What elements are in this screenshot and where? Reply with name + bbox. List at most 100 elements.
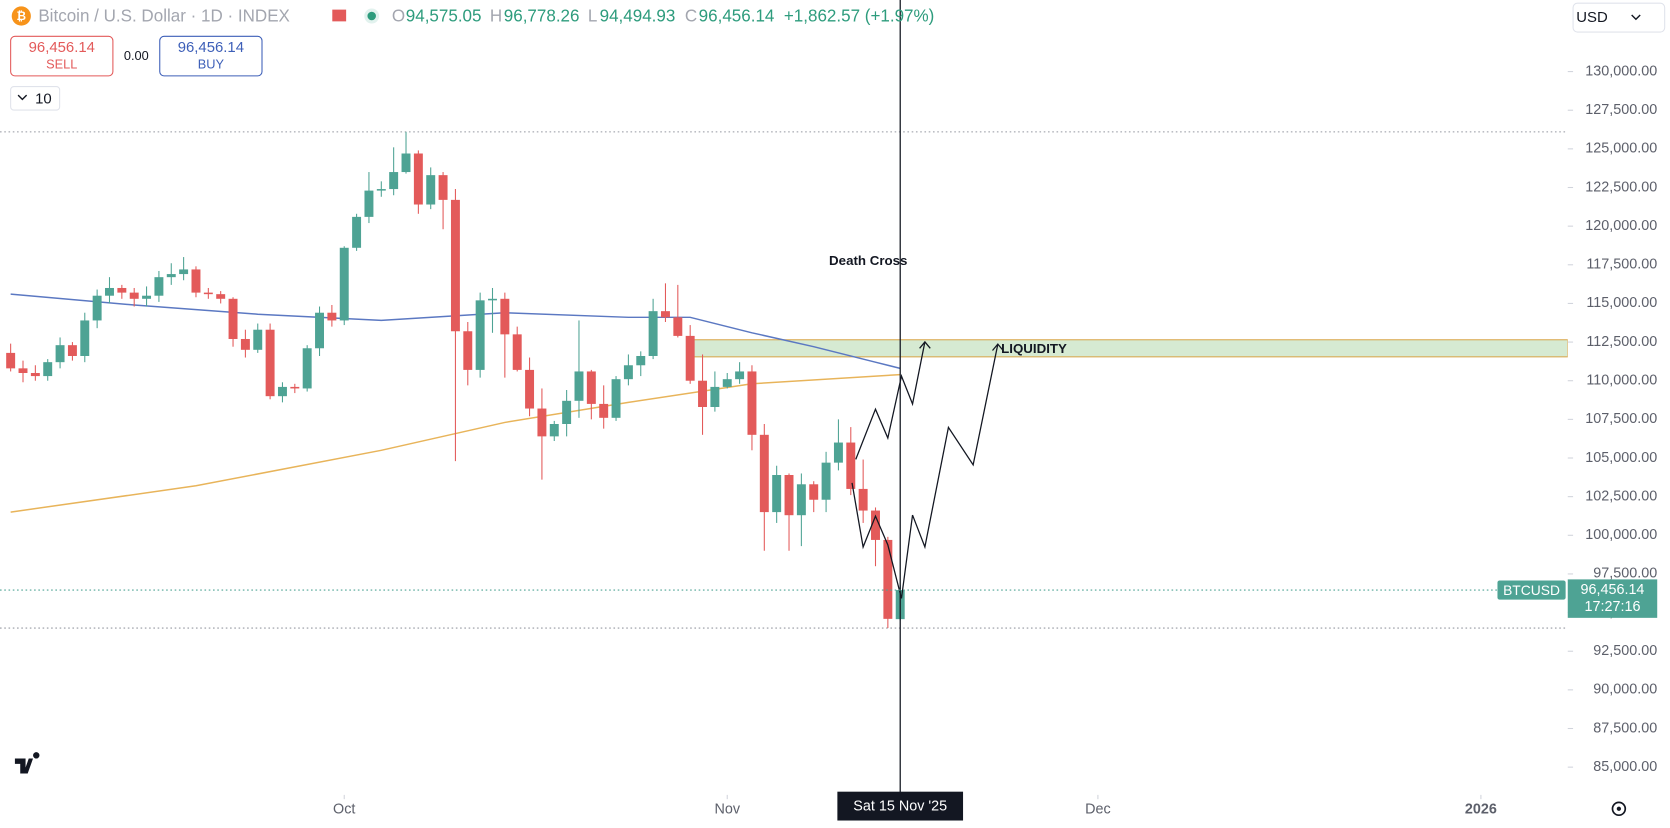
candle-body — [216, 294, 226, 299]
y-tick-label: 90,000.00 — [1593, 682, 1657, 698]
quantity-box[interactable] — [10, 86, 61, 111]
candle-body — [413, 153, 423, 205]
y-tick-label: 125,000.00 — [1585, 141, 1657, 157]
crosshair-label: Sat 15 Nov '25 — [853, 798, 947, 814]
ohlc-label: C — [685, 7, 697, 26]
axis-labels: 85,000.0087,500.0090,000.0092,500.0095,0… — [333, 63, 1658, 821]
candle-body — [698, 380, 708, 407]
candle-body — [240, 338, 250, 350]
candle-body — [648, 311, 658, 356]
projection — [851, 343, 999, 599]
sell-label[interactable]: SELL — [46, 57, 77, 72]
candle-body — [389, 172, 399, 190]
candle-body — [488, 298, 497, 301]
annotation: Death Cross — [829, 253, 907, 268]
y-tick-label: 107,500.00 — [1585, 411, 1657, 427]
candle-body — [203, 292, 213, 295]
candle-body — [253, 329, 263, 350]
y-tick-label: 127,500.00 — [1585, 102, 1657, 118]
y-tick-label: 130,000.00 — [1585, 63, 1657, 79]
candle-body — [722, 379, 732, 387]
y-tick-label: 92,500.00 — [1593, 643, 1657, 659]
sell-button[interactable] — [10, 35, 114, 77]
buy-price[interactable]: 96,456.14 — [178, 39, 244, 56]
candle-body — [710, 386, 720, 407]
candle-body — [574, 371, 584, 401]
x-tick-label: Nov — [714, 802, 740, 818]
y-tick-label: 87,500.00 — [1593, 720, 1657, 736]
chevron — [1631, 14, 1641, 21]
tv-logo — [14, 752, 40, 774]
symbol: Bitcoin / U.S. Dollar · 1D · INDEX — [38, 7, 290, 26]
y-tick-label: 105,000.00 — [1585, 450, 1657, 466]
candle-body — [55, 345, 65, 363]
x-tick-label: Dec — [1085, 802, 1111, 818]
symbol-tag-bg — [1497, 580, 1566, 600]
projection — [855, 341, 926, 460]
spread: 0.00 — [124, 48, 149, 63]
zone-label: LIQUIDITY — [1001, 341, 1067, 356]
ohlc-value: 94,494.93 — [600, 7, 676, 26]
candle-body — [129, 292, 139, 299]
currency-select[interactable] — [1572, 2, 1666, 33]
candle-body — [191, 269, 201, 293]
candle-body — [339, 247, 349, 321]
buy-button[interactable] — [159, 35, 263, 77]
candle-body — [426, 175, 436, 205]
settings[interactable] — [1611, 801, 1627, 817]
candle-body — [352, 216, 362, 248]
quantity[interactable]: 10 — [35, 90, 52, 107]
candle-body — [364, 190, 374, 217]
candle-body — [18, 368, 28, 373]
x-tick-label: Oct — [333, 802, 355, 818]
candle-body — [636, 355, 646, 366]
candle-body — [142, 295, 152, 299]
ohlc-value: 96,778.26 — [504, 7, 580, 26]
y-tick-label: 97,500.00 — [1593, 566, 1657, 582]
crosshair-badge — [837, 791, 964, 821]
btc-logo-glyph: ₿ — [17, 10, 27, 23]
arrow-head — [992, 343, 1004, 351]
btc-logo — [11, 6, 31, 26]
candle-body — [228, 298, 238, 339]
candle-body — [117, 287, 127, 293]
candle-body — [290, 386, 300, 389]
candle-body — [833, 442, 843, 463]
sell-price[interactable]: 96,456.14 — [29, 39, 95, 56]
candle-body — [623, 365, 633, 380]
candle-body — [30, 372, 40, 377]
candle-body — [92, 295, 102, 321]
ohlc-label: L — [588, 7, 597, 26]
candle-body — [6, 352, 16, 369]
price-badge-price: 96,456.14 — [1581, 582, 1645, 598]
candle-body — [685, 335, 695, 381]
status-dot — [367, 11, 376, 21]
candle-body — [450, 199, 460, 332]
candle-body — [537, 408, 547, 437]
candle-body — [747, 371, 757, 435]
candle-body — [759, 434, 769, 513]
plot-area: LIQUIDITY Death Cross — [0, 0, 1569, 793]
candle-body — [166, 274, 176, 278]
candle-body — [809, 484, 819, 500]
change: +1,862.57 (+1.97%) — [784, 7, 934, 26]
currency[interactable]: USD — [1576, 9, 1608, 26]
buy-label[interactable]: BUY — [198, 57, 225, 72]
candle-body — [67, 345, 77, 356]
chevron — [17, 94, 28, 101]
candle-body — [154, 277, 164, 296]
y-tick-label: 120,000.00 — [1585, 218, 1657, 234]
y-tick-label: 100,000.00 — [1585, 527, 1657, 543]
candle-body — [315, 312, 324, 349]
candle-body — [821, 462, 831, 500]
candle-body — [475, 300, 485, 370]
candle-body — [302, 348, 312, 389]
candle-body — [883, 539, 893, 619]
candle-body — [846, 442, 856, 489]
ohlc-value: 96,456.14 — [699, 7, 775, 26]
candle-body — [43, 362, 53, 377]
candle-body — [611, 379, 621, 418]
